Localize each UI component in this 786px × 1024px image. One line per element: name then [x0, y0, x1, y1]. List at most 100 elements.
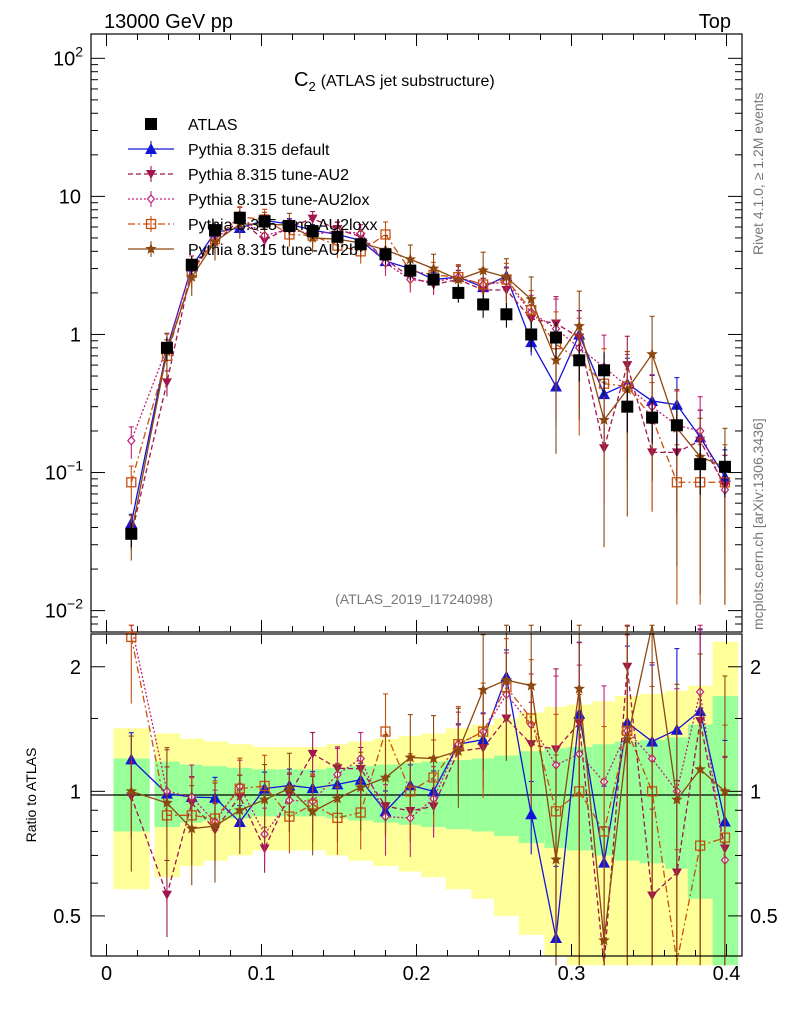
ratio-point	[307, 749, 318, 759]
ratio-point	[694, 763, 706, 775]
series-point	[573, 320, 585, 331]
ratio-point	[125, 785, 137, 797]
data-point	[452, 286, 465, 299]
data-point	[185, 258, 198, 271]
ratio-point	[161, 796, 173, 808]
ratio-point	[621, 733, 633, 745]
series-point	[550, 354, 562, 366]
legend-entry: Pythia 8.315 tune-AU2	[128, 166, 349, 184]
x-tick-label: 0.1	[248, 963, 276, 985]
ratio-point	[452, 745, 465, 757]
ratio-series-pythia-8-315-tune-au2b	[125, 624, 731, 966]
ratio-point	[258, 793, 271, 805]
series-atlas-data	[125, 210, 731, 548]
data-point	[354, 238, 367, 251]
ratio-point	[500, 674, 513, 685]
series-point	[598, 414, 610, 425]
ratio-axes: 0 0.1 0.2 0.3 0.4 0.5 0.5 1 1 2 2	[53, 634, 778, 985]
data-point	[670, 419, 683, 432]
main-frame	[90, 33, 743, 633]
data-point	[646, 411, 659, 424]
y-tick-label: 1	[70, 324, 81, 346]
x-tick-label: 0.4	[713, 963, 741, 985]
legend-entry: ATLAS	[145, 117, 238, 134]
ratio-point	[671, 793, 683, 805]
analysis-tag: (ATLAS_2019_I1724098)	[335, 591, 493, 607]
series-point	[477, 264, 489, 276]
legend-label: Pythia 8.315 tune-AU2b	[188, 242, 358, 259]
series-point	[525, 293, 537, 305]
chart-title-main: C	[294, 69, 308, 91]
main-series-layer	[125, 206, 731, 605]
legend-entry: Pythia 8.315 tune-AU2loxx	[128, 216, 377, 234]
legend-label: Pythia 8.315 tune-AU2	[188, 167, 349, 184]
svg-text:C2(ATLAS jet substructure): C2 (ATLAS jet substructure)	[294, 69, 495, 94]
legend-label: ATLAS	[188, 117, 238, 134]
series-point	[646, 348, 658, 359]
ratio-point	[234, 804, 246, 816]
chart-title-rest: (ATLAS jet substructure)	[321, 73, 495, 90]
ratio-point	[404, 751, 416, 763]
series-point	[427, 262, 440, 274]
series-point	[161, 378, 172, 388]
series-point	[209, 235, 221, 247]
data-point	[525, 328, 538, 341]
ratio-point	[550, 853, 562, 865]
data-point	[550, 331, 562, 344]
data-point	[573, 354, 586, 367]
data-point	[379, 248, 392, 261]
legend-marker	[145, 143, 157, 154]
ratio-point	[306, 805, 319, 817]
legend-entry: Pythia 8.315 tune-AU2b	[128, 241, 358, 259]
chart-title-subscript: 2	[308, 79, 315, 94]
data-point	[258, 215, 271, 228]
legend-marker	[145, 243, 157, 254]
data-point	[694, 458, 707, 471]
legend-label: Pythia 8.315 default	[188, 142, 330, 159]
ratio-y-tick-label-right: 1	[750, 781, 761, 803]
data-point	[477, 298, 490, 311]
data-point	[718, 460, 731, 473]
data-point	[404, 264, 417, 277]
ratio-y-tick-label: 0.5	[53, 906, 81, 928]
x-tick-label: 0.3	[558, 963, 586, 985]
legend: ATLAS Pythia 8.315 default Pythia 8.315 tu…	[128, 117, 377, 259]
mcplots-reference-label: mcplots.cern.ch [arXiv:1306.3436]	[750, 418, 766, 630]
data-point	[621, 400, 634, 413]
data-point	[160, 341, 173, 354]
ratio-point	[427, 752, 440, 764]
series-point	[500, 271, 513, 282]
ratio-y-tick-label-right: 0.5	[750, 906, 778, 928]
ratio-point	[525, 679, 537, 691]
ratio-point	[126, 631, 137, 643]
header-observable-label: Top	[699, 11, 731, 33]
ratio-point	[186, 822, 198, 834]
series-point	[126, 477, 137, 488]
chart-title: C2 (ATLAS jet substructure)	[294, 69, 495, 94]
data-point	[427, 273, 440, 286]
data-point	[306, 225, 319, 238]
y-tick-label: 102	[53, 43, 83, 70]
ratio-point	[331, 792, 344, 804]
ratio-point	[379, 771, 392, 783]
x-tick-label: 0	[101, 963, 112, 985]
ratio-y-tick-label-right: 2	[750, 657, 761, 679]
data-point	[500, 308, 513, 321]
rivet-version-label: Rivet 4.1.0, ≥ 1.2M events	[750, 92, 766, 255]
data-point	[331, 230, 344, 243]
data-point	[283, 220, 296, 233]
x-tick-label: 0.2	[403, 963, 431, 985]
ratio-point	[355, 781, 367, 793]
series-point	[307, 214, 318, 224]
ratio-panel: 0 0.1 0.2 0.3 0.4 0.5 0.5 1 1 2 2	[53, 624, 778, 985]
legend-marker	[145, 218, 157, 230]
legend-label: Pythia 8.315 tune-AU2loxx	[188, 217, 377, 234]
legend-marker	[145, 118, 157, 130]
data-point	[233, 211, 246, 224]
y-tick-label: 10−1	[45, 458, 83, 485]
series-point	[127, 435, 136, 446]
y-tick-label: 10−2	[45, 596, 83, 623]
ratio-point	[283, 782, 296, 794]
ratio-point	[719, 785, 731, 797]
y-tick-label: 10	[59, 186, 81, 208]
